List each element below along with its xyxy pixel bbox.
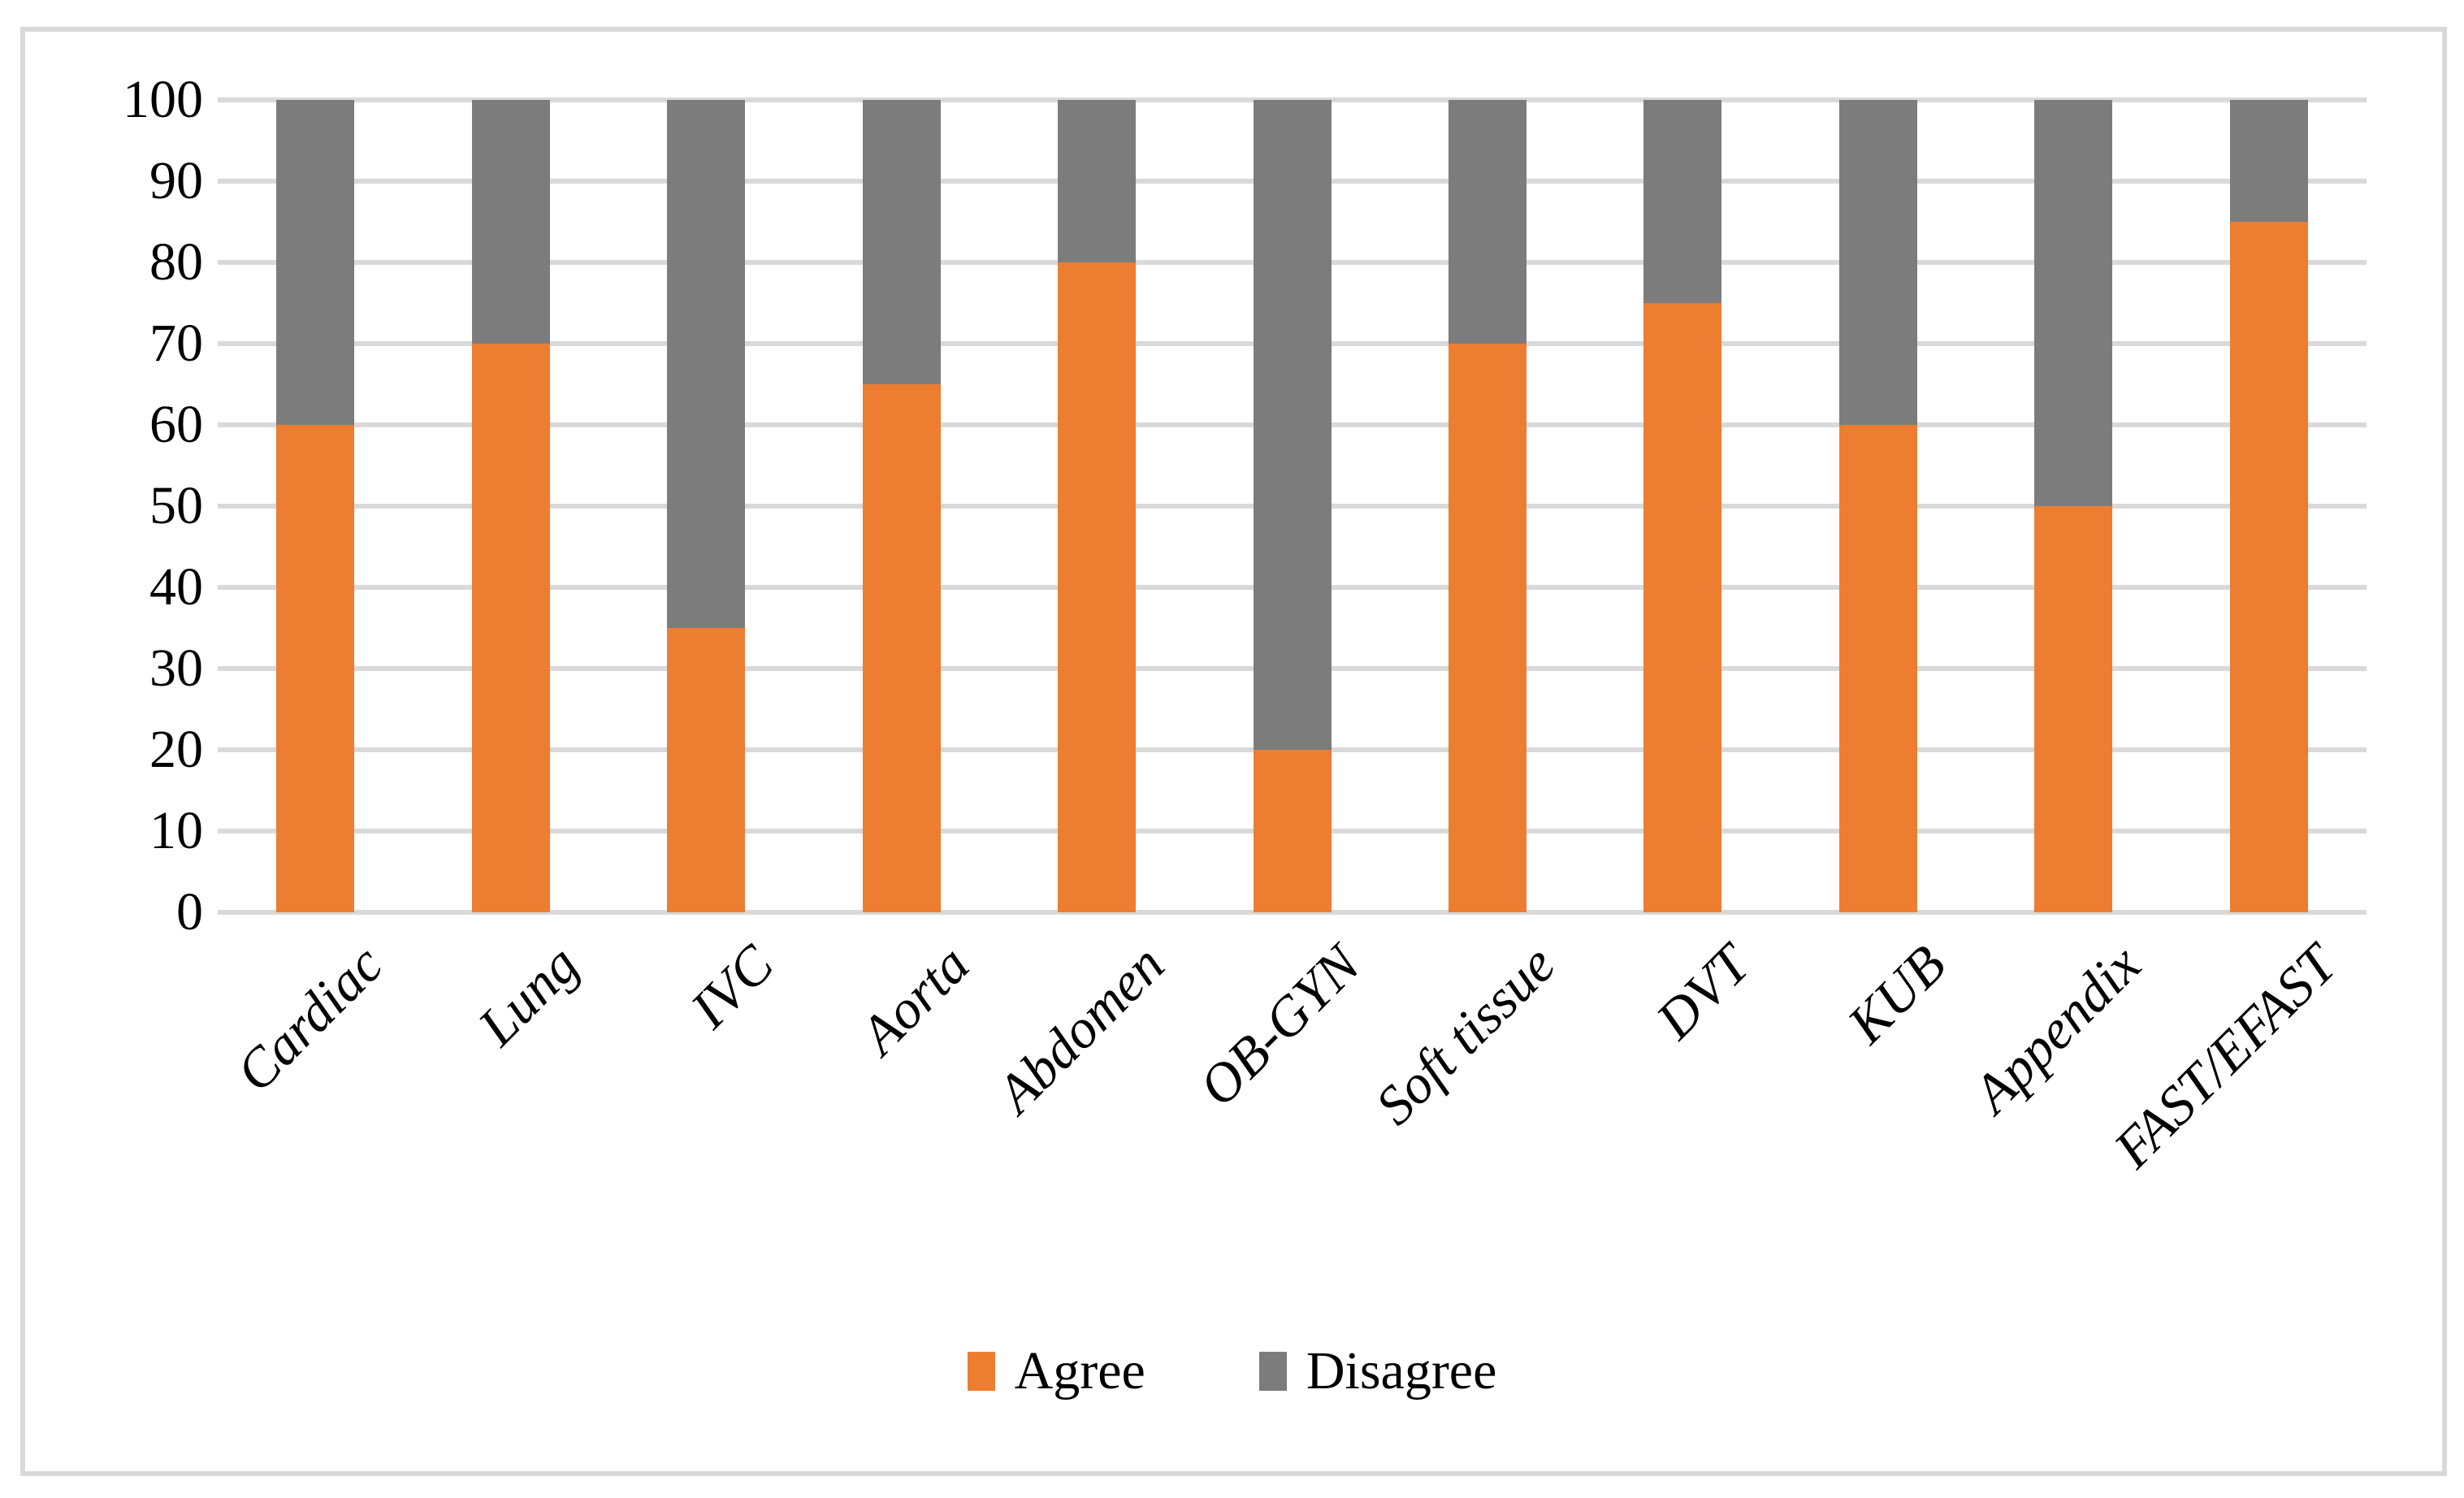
- legend: Agree Disagree: [0, 1339, 2464, 1404]
- bar-ivc: [667, 100, 746, 912]
- bar-segment-disagree-cardiac: [276, 100, 355, 425]
- bar-appendix: [2034, 100, 2113, 912]
- y-axis-tick-label-100: 100: [123, 70, 203, 129]
- gridline-y-0: [218, 910, 2367, 915]
- y-axis-tick-label-80: 80: [149, 232, 203, 292]
- bar-lung: [471, 100, 550, 912]
- bar-segment-agree-soft-tissue: [1448, 344, 1526, 912]
- bar-segment-disagree-lung: [471, 100, 550, 344]
- bar-ob-gyn: [1253, 100, 1332, 912]
- bar-segment-disagree-fast-efast: [2229, 100, 2308, 222]
- bar-segment-agree-lung: [471, 344, 550, 912]
- bar-segment-disagree-dvt: [1643, 100, 1722, 303]
- y-axis-tick-label-0: 0: [176, 882, 203, 942]
- legend-label-agree: Agree: [1014, 1341, 1145, 1401]
- y-axis-tick-label-20: 20: [149, 720, 203, 779]
- bar-segment-agree-cardiac: [276, 425, 355, 912]
- bar-segment-agree-aorta: [862, 384, 941, 912]
- bar-segment-disagree-soft-tissue: [1448, 100, 1526, 344]
- bar-segment-disagree-ob-gyn: [1253, 100, 1332, 750]
- bar-kub: [1838, 100, 1917, 912]
- legend-item-disagree: Disagree: [1258, 1341, 1497, 1401]
- bar-dvt: [1643, 100, 1722, 912]
- bar-aorta: [862, 100, 941, 912]
- y-axis-tick-label-50: 50: [149, 476, 203, 535]
- plot-area: [218, 97, 2367, 915]
- bar-soft-tissue: [1448, 100, 1526, 912]
- bar-segment-agree-abdomen: [1058, 262, 1137, 912]
- bar-segment-agree-kub: [1838, 425, 1917, 912]
- bar-segment-disagree-aorta: [862, 100, 941, 384]
- legend-swatch-agree: [967, 1352, 995, 1391]
- y-axis-tick-label-40: 40: [149, 557, 203, 617]
- bar-segment-disagree-appendix: [2034, 100, 2113, 506]
- bar-segment-agree-ob-gyn: [1253, 750, 1332, 912]
- figure-border: [20, 27, 2447, 1476]
- bar-segment-disagree-abdomen: [1058, 100, 1137, 262]
- bar-fast-efast: [2229, 100, 2308, 912]
- bar-segment-agree-fast-efast: [2229, 222, 2308, 912]
- y-axis-tick-label-10: 10: [149, 801, 203, 860]
- y-axis-tick-label-70: 70: [149, 314, 203, 373]
- bar-segment-disagree-kub: [1838, 100, 1917, 425]
- bar-segment-agree-dvt: [1643, 303, 1722, 912]
- bar-abdomen: [1058, 100, 1137, 912]
- legend-label-disagree: Disagree: [1306, 1341, 1497, 1401]
- bar-segment-agree-appendix: [2034, 506, 2113, 912]
- y-axis-tick-label-30: 30: [149, 639, 203, 698]
- bar-segment-agree-ivc: [667, 628, 746, 912]
- y-axis-tick-label-60: 60: [149, 395, 203, 454]
- legend-swatch-disagree: [1258, 1352, 1287, 1391]
- y-axis-tick-label-90: 90: [149, 151, 203, 210]
- legend-item-agree: Agree: [967, 1341, 1145, 1401]
- bar-cardiac: [276, 100, 355, 912]
- bar-segment-disagree-ivc: [667, 100, 746, 628]
